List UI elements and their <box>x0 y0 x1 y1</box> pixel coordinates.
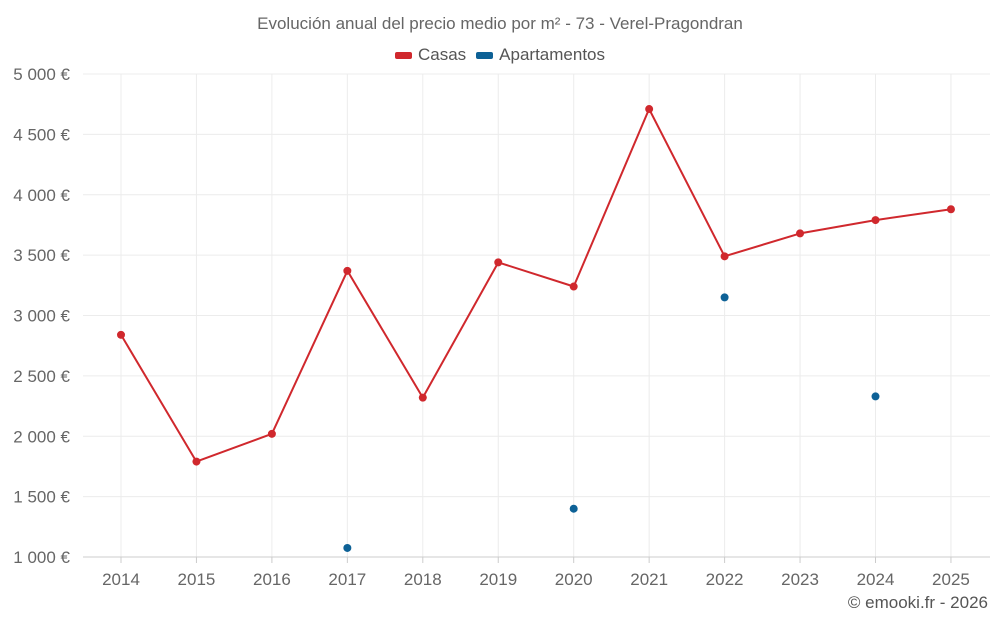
data-point-apartamentos <box>720 293 729 302</box>
x-tick-label: 2024 <box>857 570 895 589</box>
data-point-casas <box>494 258 503 267</box>
x-tick-label: 2018 <box>404 570 442 589</box>
data-point-casas <box>343 266 352 275</box>
chart-title: Evolución anual del precio medio por m² … <box>257 14 743 33</box>
x-tick-label: 2016 <box>253 570 291 589</box>
legend-swatch-casas <box>394 51 412 59</box>
legend: Casas Apartamentos <box>0 45 1000 65</box>
y-tick-label: 1 500 € <box>13 488 70 507</box>
y-tick-label: 4 000 € <box>13 186 70 205</box>
legend-item-apartamentos[interactable]: Apartamentos <box>476 45 605 65</box>
axes: 1 000 € 1 500 € 2 000 € 2 500 € 3 000 € 3 500… <box>13 65 990 589</box>
series-line-casas <box>120 108 952 463</box>
data-point-casas <box>418 393 427 402</box>
x-tick-label: 2014 <box>102 570 140 589</box>
legend-item-casas[interactable]: Casas <box>394 45 467 65</box>
data-point-apartamentos <box>569 504 578 513</box>
x-tick-label: 2017 <box>328 570 366 589</box>
y-tick-label: 3 000 € <box>13 307 70 326</box>
legend-label-casas: Casas <box>417 45 467 64</box>
y-tick-label: 2 000 € <box>13 427 70 446</box>
y-tick-label: 1 000 € <box>13 548 70 567</box>
x-tick-label: 2022 <box>706 570 744 589</box>
x-tick-label: 2019 <box>479 570 517 589</box>
data-point-casas <box>569 282 578 291</box>
data-point-casas <box>871 216 880 225</box>
x-tick-label: 2015 <box>178 570 216 589</box>
y-tick-label: 4 500 € <box>13 125 70 144</box>
data-point-casas <box>117 330 125 339</box>
legend-swatch-apartamentos <box>476 51 494 59</box>
data-point-casas <box>796 229 805 238</box>
series <box>117 105 955 552</box>
y-tick-label: 3 500 € <box>13 246 70 265</box>
data-point-apartamentos <box>343 543 352 552</box>
data-point-casas <box>645 105 654 114</box>
x-tick-label: 2021 <box>630 570 668 589</box>
x-tick-label: 2023 <box>781 570 819 589</box>
grid <box>83 73 990 557</box>
y-tick-label: 5 000 € <box>13 65 70 84</box>
x-tick-label: 2020 <box>555 570 593 589</box>
data-point-casas <box>192 457 201 466</box>
data-point-apartamentos <box>871 392 880 401</box>
x-tick-label: 2025 <box>932 570 970 589</box>
data-point-casas <box>720 252 729 261</box>
data-point-casas <box>267 429 276 438</box>
y-tick-label: 2 500 € <box>13 367 70 386</box>
legend-label-apartamentos: Apartamentos <box>499 45 606 64</box>
credit-text: © emooki.fr - 2026 <box>847 593 988 612</box>
data-point-casas <box>946 205 955 214</box>
